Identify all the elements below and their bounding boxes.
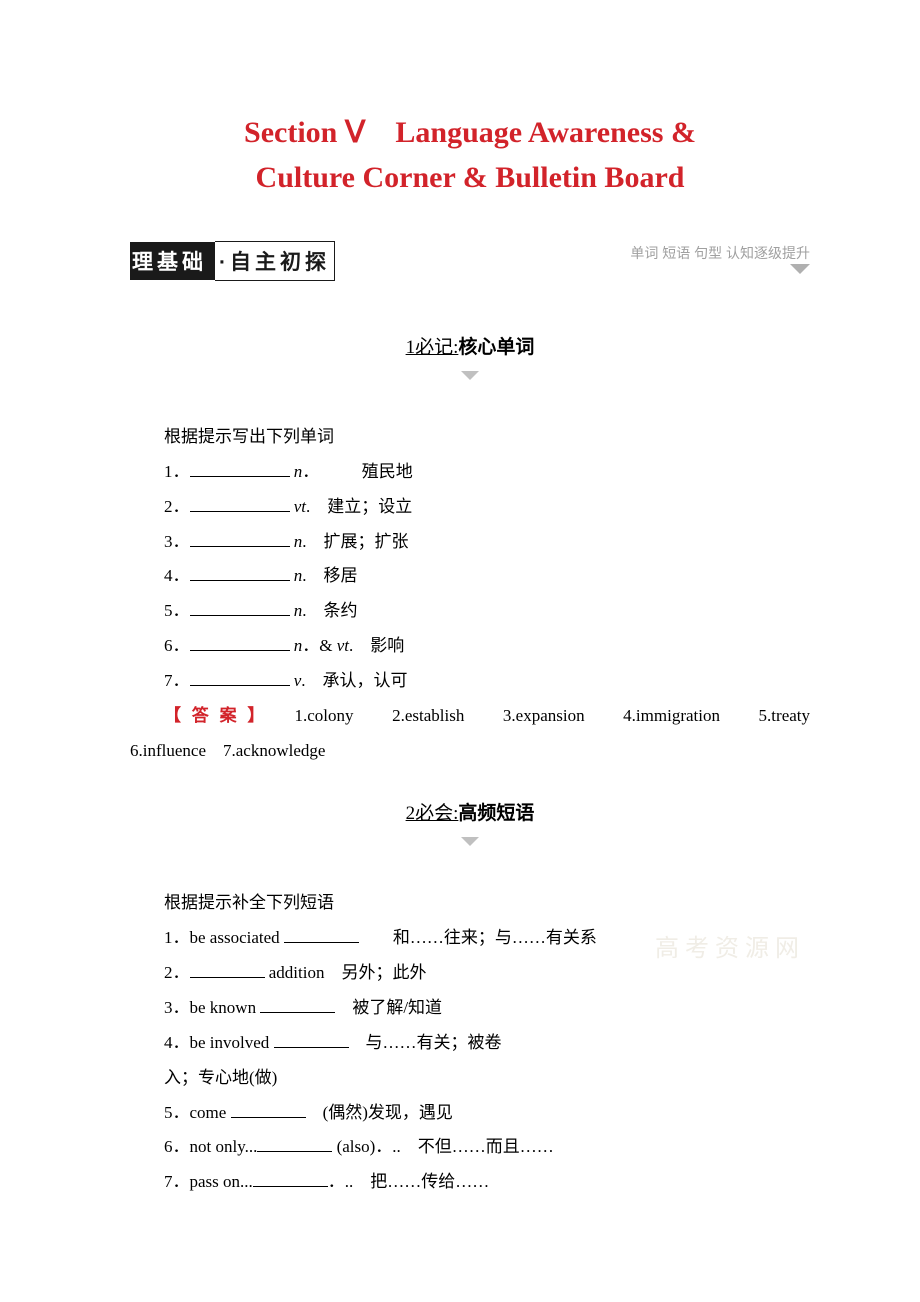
blank-input[interactable] [260, 994, 335, 1013]
phrase-item-2: 2． addition 另外；此外 [130, 956, 810, 991]
blank-input[interactable] [190, 458, 290, 477]
banner-row: 理基础·自主初探 单词 短语 句型 认知逐级提升 [130, 245, 810, 277]
section1-header: 1必记:核心单词 [130, 332, 810, 359]
section2-intro: 根据提示补全下列短语 [130, 886, 810, 921]
banner-left: 理基础·自主初探 [130, 245, 335, 277]
section2-arrow-icon [130, 833, 810, 851]
vocab-item-3: 3． n. 扩展；扩张 [130, 525, 810, 560]
section2-bold: 高频短语 [458, 803, 534, 824]
banner-dark-text: 理基础 [130, 242, 215, 280]
blank-input[interactable] [190, 493, 290, 512]
title-line-1: Section Ⅴ Language Awareness & [130, 110, 810, 155]
phrase-item-6: 6．not only... (also)．.. 不但……而且…… [130, 1130, 810, 1165]
vocab-item-5: 5． n. 条约 [130, 594, 810, 629]
phrase-item-4: 4．be involved 与……有关；被卷 [130, 1026, 810, 1061]
phrase-item-1: 1．be associated 和……往来；与……有关系 [130, 921, 810, 956]
section1-intro: 根据提示写出下列单词 [130, 420, 810, 455]
blank-input[interactable] [190, 632, 290, 651]
blank-input[interactable] [190, 667, 290, 686]
vocab-item-1: 1． n． 殖民地 [130, 455, 810, 490]
blank-input[interactable] [253, 1169, 328, 1188]
vocab-item-2: 2． vt. 建立；设立 [130, 490, 810, 525]
banner-right-text: 单词 短语 句型 认知逐级提升 [630, 245, 810, 261]
blank-input[interactable] [190, 598, 290, 617]
blank-input[interactable] [257, 1134, 332, 1153]
title-line-2: Culture Corner & Bulletin Board [130, 155, 810, 200]
blank-input[interactable] [231, 1099, 306, 1118]
phrase-item-5: 5．come (偶然)发现，遇见 [130, 1096, 810, 1131]
section1-answer-line1: 【答案】 1.colony 2.establish 3.expansion 4.… [130, 699, 810, 734]
section1-prefix: 1必记: [406, 332, 459, 359]
phrase-item-7: 7．pass on...．.. 把……传给…… [130, 1165, 810, 1200]
banner-right: 单词 短语 句型 认知逐级提升 [630, 243, 810, 279]
blank-input[interactable] [284, 925, 359, 944]
vocab-item-6: 6． n．& vt. 影响 [130, 629, 810, 664]
blank-input[interactable] [190, 528, 290, 547]
section2-header: 2必会:高频短语 [130, 798, 810, 825]
phrase-item-3: 3．be known 被了解/知道 [130, 991, 810, 1026]
section1-bold: 核心单词 [458, 337, 534, 358]
banner-light-text: ·自主初探 [215, 241, 335, 281]
blank-input[interactable] [190, 959, 265, 978]
section1-arrow-icon [130, 367, 810, 385]
banner-arrow-icon [630, 261, 810, 279]
phrase-item-4-cont: 入；专心地(做) [130, 1061, 810, 1096]
answer-label: 【答案】 [164, 706, 267, 725]
page-title: Section Ⅴ Language Awareness & Culture C… [130, 110, 810, 200]
section1-answer-line2: 6.influence 7.acknowledge [130, 734, 810, 769]
blank-input[interactable] [190, 563, 290, 582]
vocab-item-7: 7． v. 承认，认可 [130, 664, 810, 699]
vocab-item-4: 4． n. 移居 [130, 559, 810, 594]
section2-prefix: 2必会: [406, 798, 459, 825]
blank-input[interactable] [274, 1029, 349, 1048]
